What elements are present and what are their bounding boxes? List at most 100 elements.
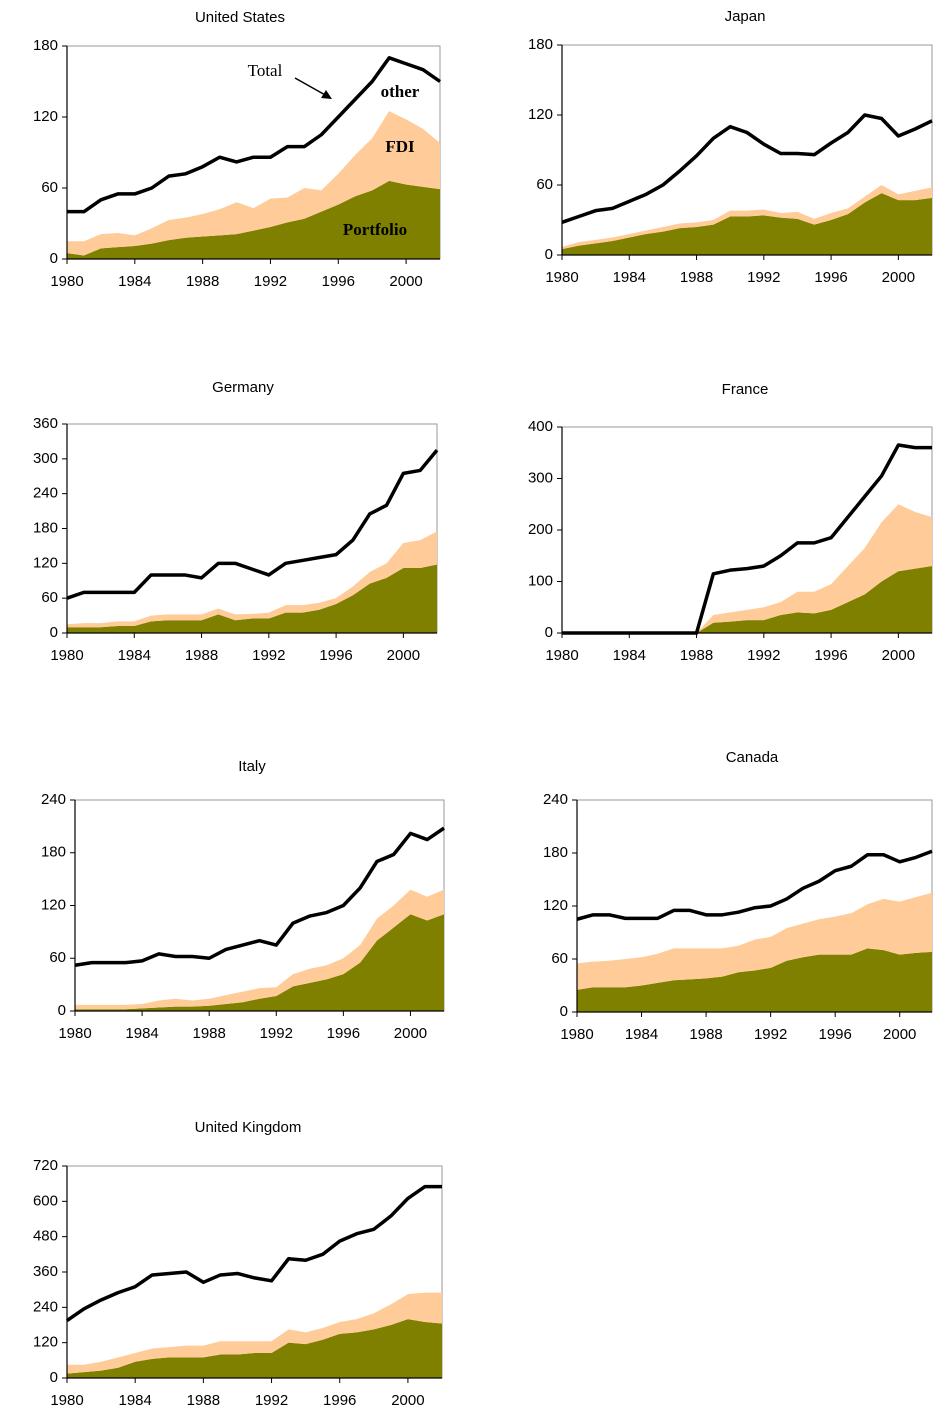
- stacked-area: [67, 531, 437, 628]
- stacked-area: [67, 1292, 442, 1374]
- panel: Canada 0 60 120 180 240 1980 1984 1988 1992 1996 20…: [543, 749, 933, 1043]
- x-tick-label: 2000: [387, 647, 420, 664]
- x-tick-label: 1992: [255, 1392, 288, 1409]
- annotation: other: [381, 82, 420, 101]
- x-tick-label: 2000: [883, 1026, 916, 1043]
- stacked-area: [75, 889, 444, 1010]
- y-tick-label: 0: [50, 624, 58, 641]
- series-label: Total: [248, 61, 283, 80]
- chart-title: United States: [195, 9, 285, 26]
- y-tick-label: 120: [528, 106, 553, 123]
- y-tick-label: 180: [543, 844, 568, 861]
- series-label: Portfolio: [343, 220, 407, 239]
- series-label: FDI: [385, 137, 415, 156]
- x-tick-label: 1988: [680, 269, 713, 286]
- y-tick-label: 240: [33, 485, 58, 502]
- x-tick-label: 1988: [185, 647, 218, 664]
- x-tick-label: 1996: [322, 273, 355, 290]
- x-tick-label: 1988: [192, 1025, 225, 1042]
- stacked-area: [562, 193, 932, 255]
- y-tick-label: 120: [33, 1334, 58, 1351]
- y-tick-label: 120: [33, 554, 58, 571]
- y-tick-label: 120: [41, 896, 66, 913]
- x-tick-label: 1988: [187, 1392, 220, 1409]
- y-tick-label: 400: [528, 418, 553, 435]
- y-tick-label: 240: [33, 1298, 58, 1315]
- x-tick-label: 1988: [689, 1026, 722, 1043]
- y-tick-label: 60: [551, 950, 568, 967]
- total-line: [576, 849, 933, 921]
- stacked-area: [562, 566, 932, 633]
- y-tick-label: 480: [33, 1228, 58, 1245]
- x-tick-label: 1992: [747, 647, 780, 664]
- chart-title: Canada: [726, 749, 779, 766]
- y-tick-label: 300: [528, 469, 553, 486]
- y-tick-label: 60: [49, 949, 66, 966]
- stacked-area: [67, 564, 437, 633]
- y-tick-label: 100: [528, 572, 553, 589]
- chart-title: United Kingdom: [195, 1119, 302, 1136]
- x-tick-label: 1992: [260, 1025, 293, 1042]
- panel: France 0 100 200 300 400 1980 1984 1988 1992 1996 2…: [528, 381, 933, 664]
- y-tick-label: 360: [33, 415, 58, 432]
- x-tick-label: 1984: [625, 1026, 658, 1043]
- y-tick-label: 60: [41, 589, 58, 606]
- x-tick-label: 1984: [613, 269, 646, 286]
- y-tick-label: 0: [545, 624, 553, 641]
- total-line: [561, 113, 933, 224]
- x-tick-label: 1980: [545, 647, 578, 664]
- y-tick-label: 300: [33, 450, 58, 467]
- x-tick-label: 2000: [389, 273, 422, 290]
- x-tick-label: 1992: [252, 647, 285, 664]
- x-tick-label: 1988: [186, 273, 219, 290]
- x-tick-label: 1984: [118, 647, 151, 664]
- x-tick-label: 2000: [394, 1025, 427, 1042]
- x-tick-label: 1992: [254, 273, 287, 290]
- x-tick-label: 1996: [323, 1392, 356, 1409]
- panel: United Kingdom 0 120 240 360 480 600 720 1980 198…: [33, 1119, 443, 1409]
- y-tick-label: 0: [560, 1003, 568, 1020]
- x-tick-label: 2000: [882, 647, 915, 664]
- x-tick-label: 1984: [125, 1025, 158, 1042]
- panel: United States Portfolio FDI Total other 0 60 12…: [33, 9, 442, 290]
- x-tick-label: 2000: [391, 1392, 424, 1409]
- x-tick-label: 2000: [882, 269, 915, 286]
- x-tick-label: 1996: [319, 647, 352, 664]
- arrow-shaft: [294, 77, 328, 97]
- x-tick-label: 1984: [613, 647, 646, 664]
- x-tick-label: 1984: [118, 273, 151, 290]
- panel: Germany 0 60 120 180 240 300 360 1980 1984 1988 199…: [33, 379, 439, 664]
- stacked-area: [67, 1319, 442, 1378]
- x-tick-label: 1980: [50, 1392, 83, 1409]
- y-tick-label: 120: [33, 108, 58, 125]
- stacked-area: [562, 185, 932, 250]
- x-tick-label: 1980: [50, 647, 83, 664]
- stacked-area: [562, 504, 932, 633]
- stacked-area: [577, 892, 932, 990]
- x-tick-label: 1980: [50, 273, 83, 290]
- y-tick-label: 180: [41, 844, 66, 861]
- stacked-area: [67, 180, 440, 259]
- x-tick-label: 1984: [118, 1392, 151, 1409]
- y-tick-label: 600: [33, 1192, 58, 1209]
- stacked-area: [67, 111, 440, 256]
- x-tick-label: 1992: [747, 269, 780, 286]
- chart-title: Japan: [725, 8, 766, 25]
- panel: Japan 0 60 120 180 1980 1984 1988 1992 1996 2000: [528, 8, 933, 286]
- panel: Italy 0 60 120 180 240 1980 1984 1988 1992 1996 200…: [41, 758, 445, 1042]
- y-tick-label: 200: [528, 521, 553, 538]
- x-tick-label: 1992: [754, 1026, 787, 1043]
- chart-title: France: [722, 381, 769, 398]
- y-tick-label: 180: [33, 37, 58, 54]
- x-tick-label: 1996: [327, 1025, 360, 1042]
- total-line: [66, 449, 439, 600]
- y-tick-label: 720: [33, 1157, 58, 1174]
- y-tick-label: 120: [543, 897, 568, 914]
- y-tick-label: 0: [545, 246, 553, 263]
- y-tick-label: 0: [58, 1002, 66, 1019]
- y-tick-label: 60: [41, 179, 58, 196]
- y-tick-label: 240: [41, 791, 66, 808]
- chart-title: Germany: [212, 379, 274, 396]
- total-line: [67, 56, 442, 214]
